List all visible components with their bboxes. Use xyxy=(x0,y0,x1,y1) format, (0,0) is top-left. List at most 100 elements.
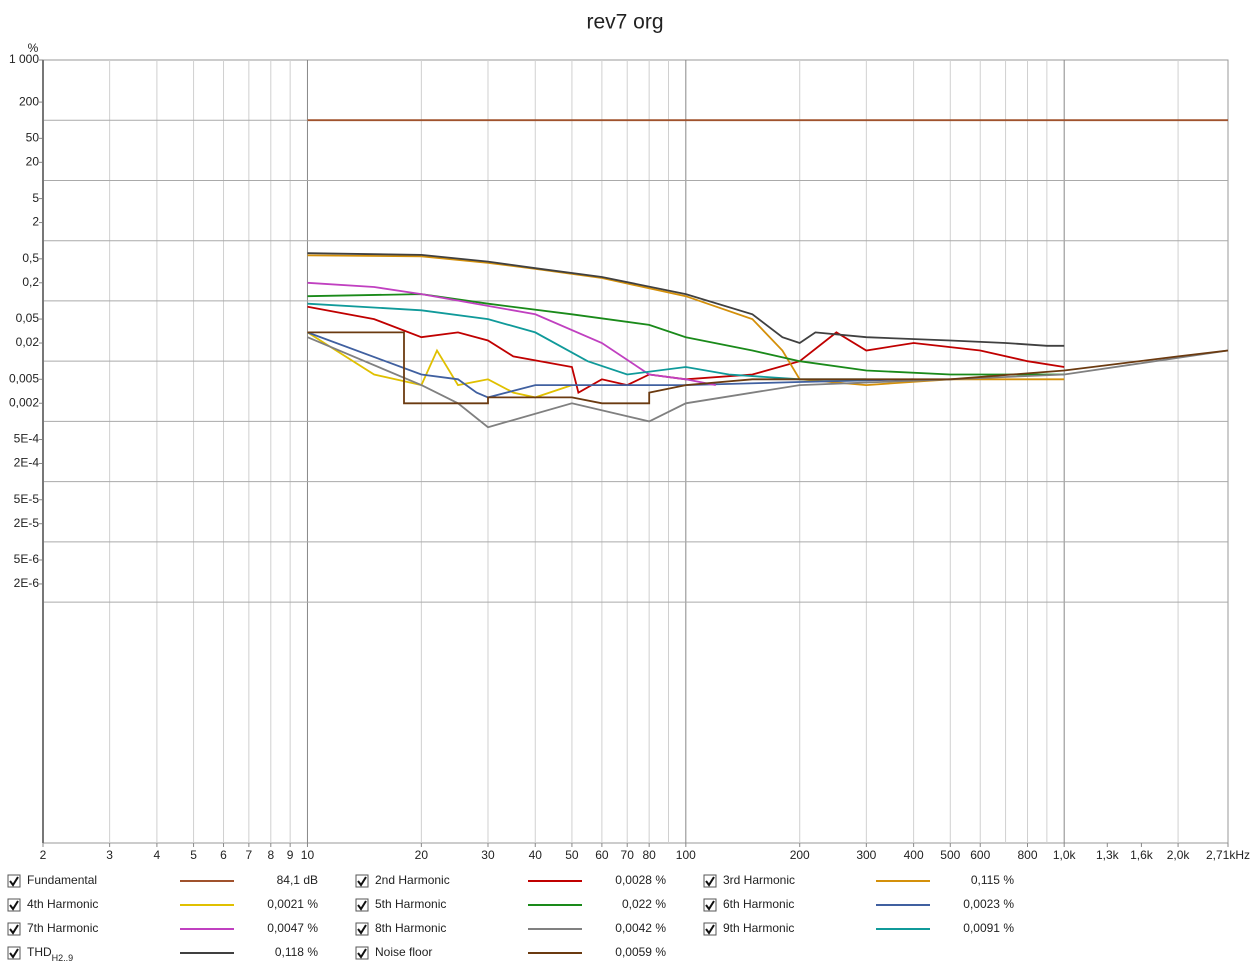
legend-reading: 0,0023 % xyxy=(963,897,1014,911)
legend-check xyxy=(357,900,367,911)
legend-check xyxy=(357,948,367,959)
legend-item[interactable]: 9th Harmonic 0,0091 % xyxy=(703,921,1014,936)
legend-reading: 84,1 dB xyxy=(277,873,318,887)
x-tick-label: 400 xyxy=(904,848,924,862)
x-tick-label: 3 xyxy=(106,848,113,862)
legend-reading: 0,0091 % xyxy=(963,921,1014,935)
legend-name: 2nd Harmonic xyxy=(375,873,450,887)
y-tick-label: 0,002 xyxy=(9,395,39,409)
series-line xyxy=(307,331,1229,405)
x-tick-label: 40 xyxy=(529,848,543,862)
series-line xyxy=(307,281,716,386)
legend-item[interactable]: 3rd Harmonic 0,115 % xyxy=(703,873,1014,888)
x-tick-label: 4 xyxy=(154,848,161,862)
legend-item[interactable]: THDH2..9 0,118 % xyxy=(7,945,318,963)
legend-name: 7th Harmonic xyxy=(27,921,98,935)
y-tick-label: 50 xyxy=(26,131,40,145)
x-tick-label: 70 xyxy=(621,848,635,862)
x-tick-label: 20 xyxy=(415,848,429,862)
legend-reading: 0,0047 % xyxy=(267,921,318,935)
series-line xyxy=(307,302,867,381)
y-tick-label: 2 xyxy=(32,215,39,229)
chart-title: rev7 org xyxy=(586,11,663,34)
series-line xyxy=(307,254,1065,387)
legend-subscript: H2..9 xyxy=(52,953,74,963)
legend-name: 9th Harmonic xyxy=(723,921,794,935)
series-line xyxy=(307,293,1065,376)
y-tick-label: 0,5 xyxy=(22,251,39,265)
legend-reading: 0,115 % xyxy=(971,873,1014,887)
legend-item[interactable]: 8th Harmonic 0,0042 % xyxy=(355,921,666,936)
legend-reading: 0,0021 % xyxy=(267,897,318,911)
x-tick-label: 300 xyxy=(856,848,876,862)
y-tick-label: 2E-6 xyxy=(14,576,40,590)
legend-check xyxy=(9,900,19,911)
series-line xyxy=(307,336,1229,429)
legend-item[interactable]: 5th Harmonic 0,022 % xyxy=(355,897,666,912)
y-tick-label: 0,02 xyxy=(16,335,40,349)
legend-name: 4th Harmonic xyxy=(27,897,98,911)
x-tick-label: 1,6k xyxy=(1130,848,1154,862)
y-tick-label: 5 xyxy=(32,191,39,205)
legend-item[interactable]: 6th Harmonic 0,0023 % xyxy=(703,897,1014,912)
y-tick-label: 5E-4 xyxy=(14,432,40,446)
x-tick-label: 6 xyxy=(220,848,227,862)
y-tick-label: 2E-4 xyxy=(14,456,40,470)
legend-check xyxy=(9,948,19,959)
legend-name: 6th Harmonic xyxy=(723,897,794,911)
x-tick-label: 80 xyxy=(642,848,656,862)
legend-name: THDH2..9 xyxy=(27,945,73,963)
legend-item[interactable]: 2nd Harmonic 0,0028 % xyxy=(355,873,666,888)
x-tick-label: 1,0k xyxy=(1053,848,1077,862)
x-tick-label: 7 xyxy=(246,848,253,862)
y-tick-label: 5E-5 xyxy=(14,492,40,506)
legend-item[interactable]: Fundamental 84,1 dB xyxy=(7,873,318,888)
x-tick-label: 500 xyxy=(940,848,960,862)
plot-area xyxy=(42,59,1229,844)
y-tick-label: 0,005 xyxy=(9,371,39,385)
y-tick-label: 1 000 xyxy=(9,52,39,66)
legend-check xyxy=(9,924,19,935)
x-tick-label: 800 xyxy=(1017,848,1037,862)
x-tick-label: 2 xyxy=(40,848,47,862)
x-tick-label: 1,3k xyxy=(1096,848,1120,862)
x-tick-label: 60 xyxy=(595,848,609,862)
legend-name: 3rd Harmonic xyxy=(723,873,795,887)
legend-name: 5th Harmonic xyxy=(375,897,446,911)
y-axis-label: % xyxy=(28,41,39,55)
legend-name: 8th Harmonic xyxy=(375,921,446,935)
x-tick-label: 9 xyxy=(287,848,294,862)
legend-check xyxy=(705,900,715,911)
legend-item[interactable]: Noise floor 0,0059 % xyxy=(355,945,666,960)
series-line xyxy=(307,252,1065,347)
legend-item[interactable]: 4th Harmonic 0,0021 % xyxy=(7,897,318,912)
y-tick-label: 200 xyxy=(19,94,39,108)
legend-name: Fundamental xyxy=(27,873,97,887)
y-tick-label: 0,05 xyxy=(16,311,40,325)
legend-reading: 0,0042 % xyxy=(615,921,666,935)
legend-reading: 0,022 % xyxy=(622,897,666,911)
x-tick-label: 200 xyxy=(790,848,810,862)
x-tick-label: 100 xyxy=(676,848,696,862)
legend-reading: 0,118 % xyxy=(275,945,318,959)
x-tick-label: 2,71kHz xyxy=(1206,848,1250,862)
x-tick-label: 50 xyxy=(565,848,579,862)
legend-reading: 0,0028 % xyxy=(615,873,666,887)
x-tick-label: 8 xyxy=(267,848,274,862)
legend-check xyxy=(705,876,715,887)
x-tick-label: 5 xyxy=(190,848,197,862)
series-line xyxy=(307,305,1065,394)
legend-check xyxy=(357,924,367,935)
legend-item[interactable]: 7th Harmonic 0,0047 % xyxy=(7,921,318,936)
x-tick-label: 10 xyxy=(301,848,315,862)
x-tick-label: 600 xyxy=(970,848,990,862)
x-tick-label: 2,0k xyxy=(1167,848,1191,862)
series-line xyxy=(307,331,573,399)
y-tick-label: 20 xyxy=(26,155,40,169)
legend-check xyxy=(357,876,367,887)
legend-check xyxy=(9,876,19,887)
legend-check xyxy=(705,924,715,935)
legend-name: Noise floor xyxy=(375,945,432,959)
x-tick-label: 30 xyxy=(481,848,495,862)
